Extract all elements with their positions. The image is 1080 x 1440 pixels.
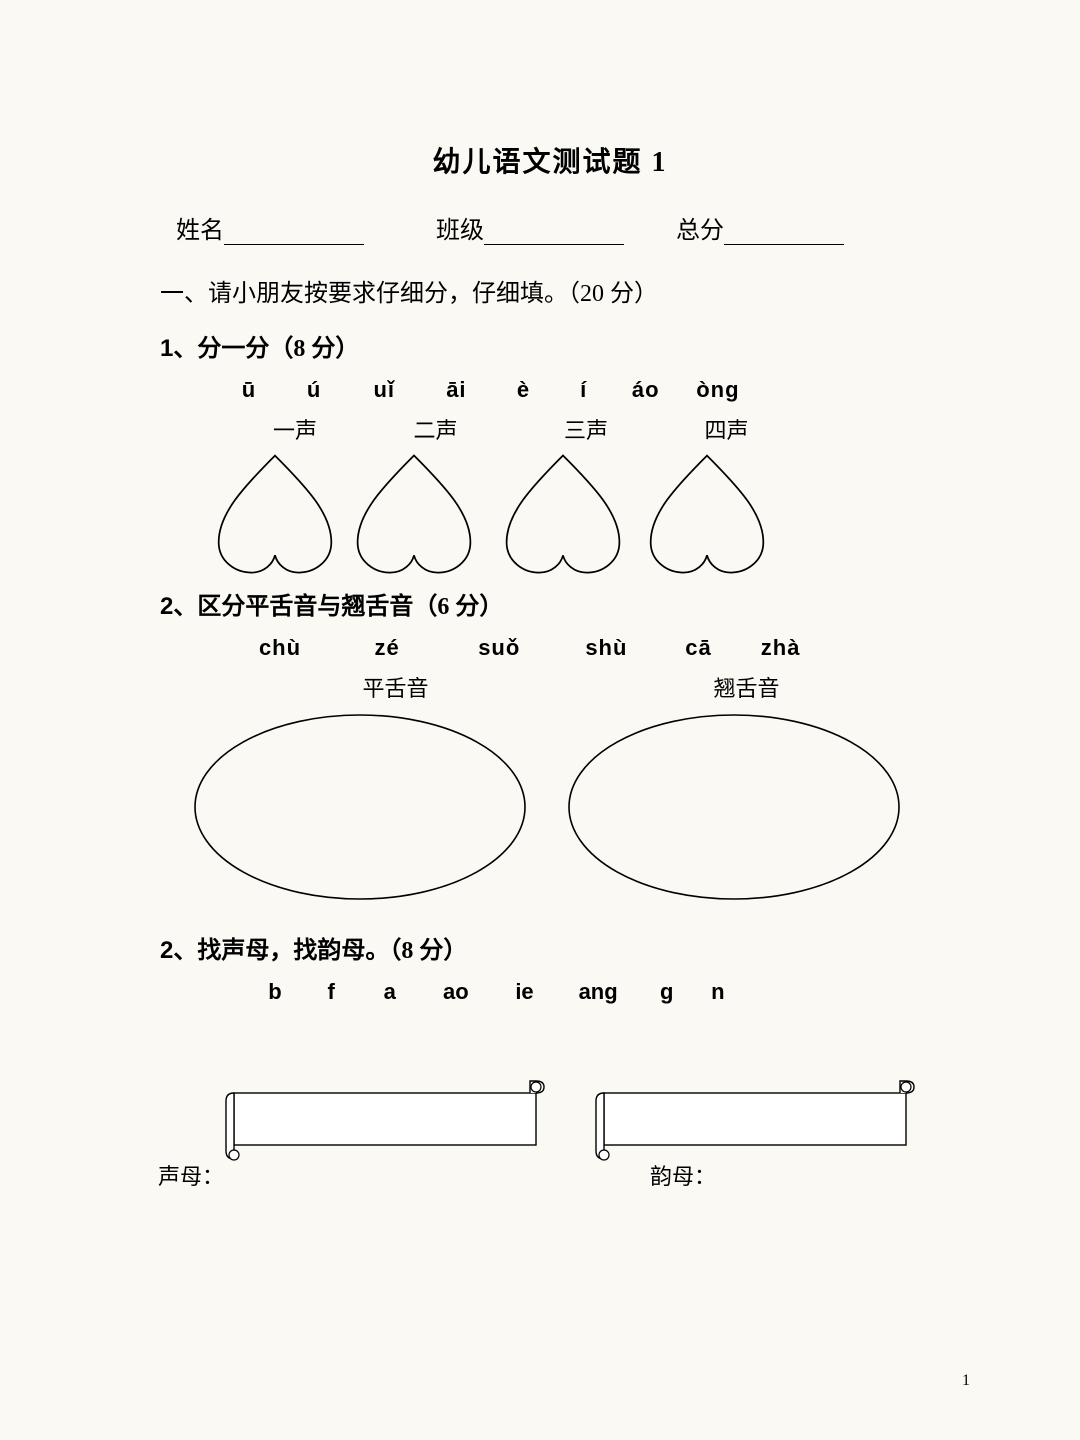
q3-letter-4: ie — [495, 979, 555, 1005]
q2-text: 、区分平舌音与翘舌音（6 分） — [173, 594, 503, 620]
scroll-label-right: 韵母： — [650, 1159, 716, 1191]
page-title: 幼儿语文测试题 1 — [160, 140, 940, 180]
q1-heading: 1、分一分（8 分） — [160, 328, 940, 363]
q1-pinyin-1: ú — [285, 377, 343, 403]
q3-letter-2: a — [362, 979, 417, 1005]
q2-pinyin-3: shù — [561, 635, 651, 661]
tone-label-2: 三声 — [511, 413, 661, 445]
q1-text: 、分一分（8 分） — [173, 336, 359, 362]
q2-category-labels: 平舌音 翘舌音 — [160, 671, 940, 703]
scroll-left — [220, 1075, 550, 1170]
score-label: 总分 — [676, 218, 724, 244]
scroll-label-left: 声母： — [158, 1159, 224, 1191]
heart-shape-2 — [344, 449, 484, 577]
q3-letters-row: b f a ao ie ang g n — [250, 979, 940, 1005]
q2-pinyin-row: chù zé suǒ shù cā zhà — [230, 635, 940, 661]
q3-text: 、找声母，找韵母。（8 分） — [173, 938, 467, 964]
q1-tone-labels: 一声 二声 三声 四声 — [230, 413, 940, 445]
heart-shape-4 — [642, 449, 772, 577]
q2-pinyin-0: chù — [230, 635, 330, 661]
q1-pinyin-7: òng — [684, 377, 752, 403]
name-label: 姓名 — [176, 218, 224, 244]
section-1-heading: 一、请小朋友按要求仔细分，仔细填。（20 分） — [160, 273, 940, 308]
q3-letter-7: n — [698, 979, 738, 1005]
q3-heading: 2、找声母，找韵母。（8 分） — [160, 930, 940, 965]
q3-letter-3: ao — [423, 979, 488, 1005]
student-info-line: 姓名 班级 总分 — [176, 210, 940, 245]
q3-number: 2 — [160, 937, 173, 964]
cat-label-retroflex: 翘舌音 — [647, 671, 847, 703]
scrolls-row: 声母： 韵母： — [160, 1075, 940, 1195]
heart-shape-1 — [210, 449, 340, 577]
class-label: 班级 — [436, 218, 484, 244]
q1-pinyin-0: ū — [220, 377, 278, 403]
tone-label-3: 四声 — [667, 413, 787, 445]
ellipse-retroflex — [554, 707, 914, 907]
q3-letter-5: ang — [561, 979, 636, 1005]
scroll-right — [590, 1075, 920, 1170]
page-number: 1 — [962, 1372, 970, 1390]
q2-number: 2 — [160, 593, 173, 620]
q1-pinyin-4: è — [495, 377, 553, 403]
q3-letter-6: g — [642, 979, 692, 1005]
q2-pinyin-5: zhà — [746, 635, 816, 661]
q1-pinyin-5: í — [560, 377, 608, 403]
tone-label-1: 二声 — [366, 413, 506, 445]
worksheet-page: 幼儿语文测试题 1 姓名 班级 总分 一、请小朋友按要求仔细分，仔细填。（20 … — [0, 0, 1080, 1440]
q2-pinyin-4: cā — [659, 635, 739, 661]
hearts-row — [210, 449, 940, 582]
heart-shape-3 — [488, 449, 638, 577]
q3-letter-0: b — [250, 979, 300, 1005]
class-blank[interactable] — [484, 224, 624, 245]
tone-label-0: 一声 — [230, 413, 360, 445]
q1-pinyin-row: ū ú uǐ āi è í áo òng — [220, 377, 940, 403]
q1-pinyin-3: āi — [425, 377, 487, 403]
cat-label-flat: 平舌音 — [266, 671, 526, 703]
q3-letter-1: f — [306, 979, 356, 1005]
q2-heading: 2、区分平舌音与翘舌音（6 分） — [160, 586, 940, 621]
q2-pinyin-1: zé — [337, 635, 437, 661]
score-blank[interactable] — [724, 224, 844, 245]
q1-pinyin-2: uǐ — [350, 377, 418, 403]
ellipses-row — [180, 707, 940, 912]
name-blank[interactable] — [224, 224, 364, 245]
q1-number: 1 — [160, 335, 173, 362]
ellipse-flat — [180, 707, 540, 907]
q2-pinyin-2: suǒ — [444, 635, 554, 661]
q1-pinyin-6: áo — [615, 377, 677, 403]
